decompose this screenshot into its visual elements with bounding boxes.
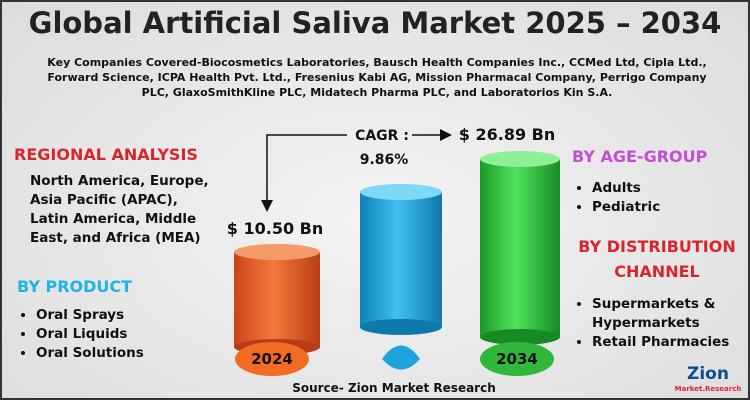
logo-tagline: Market.Research	[675, 385, 742, 393]
year-badge	[235, 342, 309, 376]
cylinder	[234, 151, 560, 355]
source: Source- Zion Market Research	[292, 381, 496, 395]
list: Supermarkets & HypermarketsRetail Pharma…	[574, 295, 748, 352]
year-label: 2024	[251, 350, 293, 368]
year-badge	[382, 345, 420, 370]
start-value: $ 10.50 Bn	[227, 219, 323, 238]
title: Global Artificial Saliva Market 2025 – 2…	[28, 6, 722, 40]
list-item: Supermarkets & Hypermarkets	[592, 295, 748, 333]
cagr-value: 9.86%	[360, 152, 409, 168]
arrow	[261, 134, 347, 212]
list-item: Oral Solutions	[36, 344, 144, 363]
list-item: Oral Liquids	[36, 325, 144, 344]
key-companies: Key Companies Covered-Biocosmetics Labor…	[47, 56, 707, 99]
heading: BY AGE-GROUP	[572, 147, 708, 166]
list-item: Pediatric	[592, 198, 660, 217]
list-item: Oral Sprays	[36, 306, 144, 325]
heading: BY PRODUCT	[17, 277, 133, 296]
logo: Zion	[687, 364, 729, 384]
list: Oral SpraysOral LiquidsOral Solutions	[18, 306, 144, 363]
heading: BY DISTRIBUTION CHANNEL	[578, 237, 736, 281]
end-value: $ 26.89 Bn	[459, 125, 555, 144]
year-badge	[480, 342, 554, 376]
heading: REGIONAL ANALYSIS	[14, 145, 198, 164]
list: AdultsPediatric	[574, 179, 660, 217]
region-text: North America, Europe, Asia Pacific (APA…	[30, 173, 209, 246]
list-item: Retail Pharmacies	[592, 333, 748, 352]
year-label: 2034	[496, 350, 538, 368]
list-item: Adults	[592, 179, 660, 198]
cagr-label: CAGR :	[355, 128, 409, 144]
